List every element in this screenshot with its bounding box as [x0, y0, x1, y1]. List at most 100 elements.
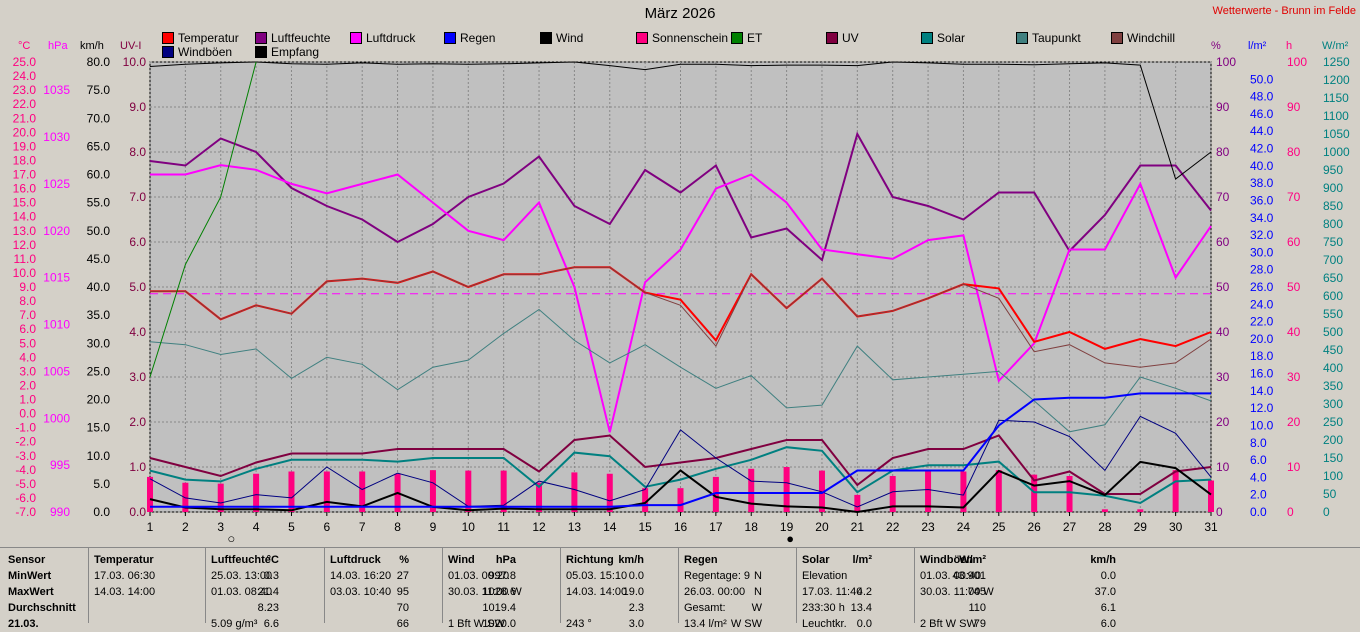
axis-tick-label-temperature: 21.0 [13, 111, 37, 125]
axis-tick-label-solar: 200 [1323, 433, 1343, 447]
axis-tick-label-temperature: -2.0 [15, 435, 36, 449]
axis-tick-label-wind: 45.0 [87, 252, 111, 266]
stats-cell-label: 01.03. 00:40 [920, 570, 982, 582]
axis-tick-label-humidity: 80 [1216, 145, 1230, 159]
legend-swatch [731, 32, 743, 44]
sunshine-bar [889, 476, 896, 512]
axis-tick-label-solar: 400 [1323, 361, 1343, 375]
axis-tick-label-pressure: 1005 [43, 364, 70, 378]
legend-swatch [162, 46, 174, 58]
stats-cell-value: 13.4 [850, 602, 872, 614]
axis-tick-label-rain: 44.0 [1250, 124, 1274, 138]
axis-tick-label-rain: 26.0 [1250, 280, 1274, 294]
axis-tick-label-pressure: 1030 [43, 130, 70, 144]
stats-cell-label: 1 Bft W SW [448, 618, 505, 630]
x-tick-label: 9 [430, 520, 437, 534]
axis-tick-label-solar: 100 [1323, 469, 1343, 483]
x-tick-label: 22 [886, 520, 900, 534]
axis-tick-label-temperature: 10.0 [13, 266, 37, 280]
series-line-wind [149, 460, 1212, 514]
axis-tick-label-solar: 900 [1323, 181, 1343, 195]
axis-tick-label-temperature: -7.0 [15, 505, 36, 519]
series-line-luftfeuchte [149, 131, 1212, 262]
axis-tick-label-rain: 34.0 [1250, 211, 1274, 225]
stats-cell-value: 110 [968, 602, 986, 614]
axis-tick-label-solar: 600 [1323, 289, 1343, 303]
axis-tick-label-temperature: -5.0 [15, 477, 36, 491]
legend-swatch [1111, 32, 1123, 44]
sunshine-bar [712, 476, 719, 512]
sunshine-bar [253, 473, 260, 512]
axis-tick-label-humidity: 30 [1216, 370, 1230, 384]
axis-tick-label-temperature: -3.0 [15, 449, 36, 463]
stats-cell-value: 19.0 [622, 586, 644, 598]
legend-label: Luftfeuchte [271, 31, 331, 45]
axis-tick-label-rain: 24.0 [1250, 297, 1274, 311]
stats-richtung: Richtung 05.03. 15:10 N 14.03. 14:00 N W 243 °… [566, 552, 762, 632]
axis-tick-label-temperature: 17.0 [13, 168, 37, 182]
axis-tick-label-wind: 35.0 [87, 308, 111, 322]
stats-cell-label: 14.03. 14:00 [94, 586, 156, 598]
stats-cell-label [94, 616, 204, 632]
stats-cell-value: 6.0 [1100, 618, 1116, 630]
axis-tick-label-pressure: 1020 [43, 224, 70, 238]
axis-tick-label-temperature: 20.0 [13, 125, 37, 139]
stats-windboeen: Windböen km/h 01.03. 00:40 0.0 30.03. 11:00 … [920, 552, 1116, 632]
sunshine-bar [217, 483, 224, 512]
axis-tick-label-uv: 10.0 [123, 55, 147, 69]
legend-swatch [921, 32, 933, 44]
sunshine-bar [429, 470, 436, 512]
stats-cell-value: 27 [396, 570, 409, 582]
x-tick-label: 8 [394, 520, 401, 534]
axis-tick-label-solar: 850 [1323, 199, 1343, 213]
x-tick-label: 24 [957, 520, 971, 534]
stats-cell-label: 25.03. 13:00 [211, 570, 273, 582]
stats-cell-value: 0.0 [1100, 570, 1116, 582]
axis-tick-label-uv: 7.0 [129, 190, 146, 204]
axis-tick-label-rain: 22.0 [1250, 315, 1274, 329]
series-line-solar [149, 446, 1212, 505]
unit-hum: % [1211, 40, 1221, 52]
legend-item: UV [826, 31, 859, 45]
axis-tick-label-humidity: 60 [1216, 235, 1230, 249]
unit-sun: h [1286, 40, 1293, 52]
stats-cell-value: 21.4 [257, 586, 279, 598]
axis-tick-label-humidity: 0 [1216, 505, 1223, 519]
legend-item: Temperatur [162, 31, 239, 45]
axis-tick-label-uv: 6.0 [129, 235, 146, 249]
stats-unit: % [399, 554, 409, 566]
legend-label: ET [747, 31, 763, 45]
axis-tick-label-sunshine: 30 [1287, 370, 1301, 384]
x-tick-label: 5 [288, 520, 295, 534]
axis-tick-label-humidity: 90 [1216, 100, 1230, 114]
stats-cell-value: 70 [396, 602, 409, 614]
axis-tick-label-rain: 2.0 [1250, 488, 1267, 502]
axis-tick-label-temperature: -6.0 [15, 491, 36, 505]
axis-tick-label-sunshine: 0 [1287, 505, 1294, 519]
station-name: Wetterwerte - Brunn im Felde [1212, 5, 1356, 17]
x-tick-label: 28 [1098, 520, 1112, 534]
stats-unit: hPa [495, 554, 516, 566]
sunshine-bar [854, 494, 861, 512]
axis-tick-label-temperature: 23.0 [13, 83, 37, 97]
stats-title: Wind [448, 554, 475, 566]
stats-divider [205, 548, 206, 623]
stats-cell-label: 30.03. 11:00 W [920, 586, 994, 598]
stats-cell-value: 0.0 [628, 570, 644, 582]
legend-item: Taupunkt [1016, 31, 1081, 45]
axis-tick-label-rain: 48.0 [1250, 90, 1274, 104]
axis-tick-label-solar: 950 [1323, 163, 1343, 177]
axis-tick-label-rain: 20.0 [1250, 332, 1274, 346]
stats-unit: km/h [1090, 554, 1116, 566]
x-tick-label: 26 [1027, 520, 1041, 534]
stats-sensor-row: Durchschnitt [8, 602, 76, 614]
axis-tick-label-temperature: 8.0 [19, 294, 36, 308]
axis-tick-label-solar: 0 [1323, 505, 1330, 519]
legend-label: Empfang [271, 45, 320, 59]
stats-cell-label: 17.03. 06:30 [94, 570, 156, 582]
axis-tick-label-humidity: 10 [1216, 460, 1230, 474]
axis-tick-label-rain: 8.0 [1250, 436, 1267, 450]
axis-tick-label-rain: 46.0 [1250, 107, 1274, 121]
legend-label: Temperatur [178, 31, 239, 45]
stats-title: Luftdruck [330, 554, 381, 566]
